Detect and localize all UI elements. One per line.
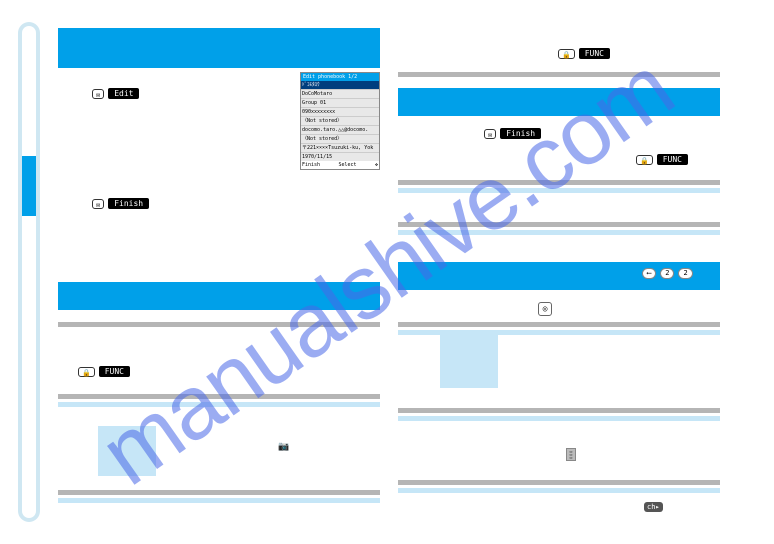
section-tab (22, 156, 36, 216)
divider-bar (398, 408, 720, 413)
lock-key-icon[interactable]: 🔒 (636, 155, 653, 165)
section-header-bar (398, 88, 720, 116)
subhead-bar (58, 498, 380, 503)
screenshot-row: Group 01 (301, 98, 379, 107)
edit-button[interactable]: Edit (108, 88, 139, 99)
step-finish-row: ✉ Finish (92, 198, 149, 209)
divider-bar (398, 222, 720, 227)
func-button[interactable]: FUNC (657, 154, 688, 165)
right-column: 🔒 FUNC ✉ Finish 🔒 FUNC ⟵ 2 2 ◎ ▭▭▭ ch▸ (398, 22, 720, 524)
two-key-icon[interactable]: 2 (678, 268, 692, 279)
two-key-icon[interactable]: 2 (660, 268, 674, 279)
phone-screenshot: Edit phonebook 1/2 ﾄﾞｺﾓﾀﾛｳ DoCoMotaro Gr… (300, 72, 380, 170)
finish-button[interactable]: Finish (108, 198, 149, 209)
divider-bar (398, 72, 720, 77)
screenshot-row: DoCoMotaro (301, 89, 379, 98)
section-header-bar (58, 28, 380, 68)
screenshot-row: 〒221××××Tsuzuki-ku, Yok (301, 143, 379, 152)
section-header-bar (58, 282, 380, 310)
screenshot-footer: Finish Select ✥ (301, 161, 379, 169)
subhead-bar (58, 402, 380, 407)
lock-key-icon[interactable]: 🔒 (78, 367, 95, 377)
step-edit-row: ✉ Edit (92, 88, 139, 99)
camera-icon: 📷 (278, 442, 290, 454)
key-pill-row: ⟵ 2 2 (642, 268, 693, 279)
arrow-key-icon[interactable]: ⟵ (642, 268, 656, 279)
func-button[interactable]: FUNC (579, 48, 610, 59)
screenshot-title: Edit phonebook 1/2 (301, 73, 379, 81)
screenshot-row: 〈Not stored〉 (301, 116, 379, 125)
lock-key-icon[interactable]: 🔒 (558, 49, 575, 59)
image-placeholder (98, 426, 156, 476)
mail-key-icon[interactable]: ✉ (92, 199, 104, 209)
ch-key-icon[interactable]: ch▸ (644, 502, 663, 512)
func-row: 🔒 FUNC (78, 366, 130, 377)
func-row: 🔒 FUNC (636, 154, 688, 165)
subhead-bar (398, 230, 720, 235)
screenshot-foot-mid: Select (338, 161, 356, 169)
divider-bar (398, 180, 720, 185)
circle-icon: ◎ (538, 302, 552, 316)
screenshot-row: 〈Not stored〉 (301, 134, 379, 143)
divider-bar (398, 480, 720, 485)
divider-bar (58, 322, 380, 327)
image-placeholder (440, 330, 498, 388)
subhead-bar (398, 488, 720, 493)
func-row: 🔒 FUNC (558, 48, 610, 59)
mail-key-icon[interactable]: ✉ (484, 129, 496, 139)
screenshot-row: docomo.taro.△△@docomo. (301, 125, 379, 134)
func-button[interactable]: FUNC (99, 366, 130, 377)
divider-bar (58, 394, 380, 399)
divider-bar (58, 490, 380, 495)
left-column: Edit phonebook 1/2 ﾄﾞｺﾓﾀﾛｳ DoCoMotaro Gr… (58, 22, 380, 524)
subhead-bar (398, 188, 720, 193)
finish-button[interactable]: Finish (500, 128, 541, 139)
step-finish-row: ✉ Finish (484, 128, 541, 139)
subhead-bar (398, 416, 720, 421)
phone-icon: ▭▭▭ (566, 448, 576, 461)
screenshot-foot-left: Finish (302, 161, 320, 169)
screenshot-highlight: ﾄﾞｺﾓﾀﾛｳ (301, 81, 379, 89)
page-spine-inner (22, 26, 36, 518)
screenshot-row: 090xxxxxxxx (301, 107, 379, 116)
nav-icon: ✥ (375, 161, 378, 169)
mail-key-icon[interactable]: ✉ (92, 89, 104, 99)
divider-bar (398, 322, 720, 327)
screenshot-row: 1970/11/15 (301, 152, 379, 161)
